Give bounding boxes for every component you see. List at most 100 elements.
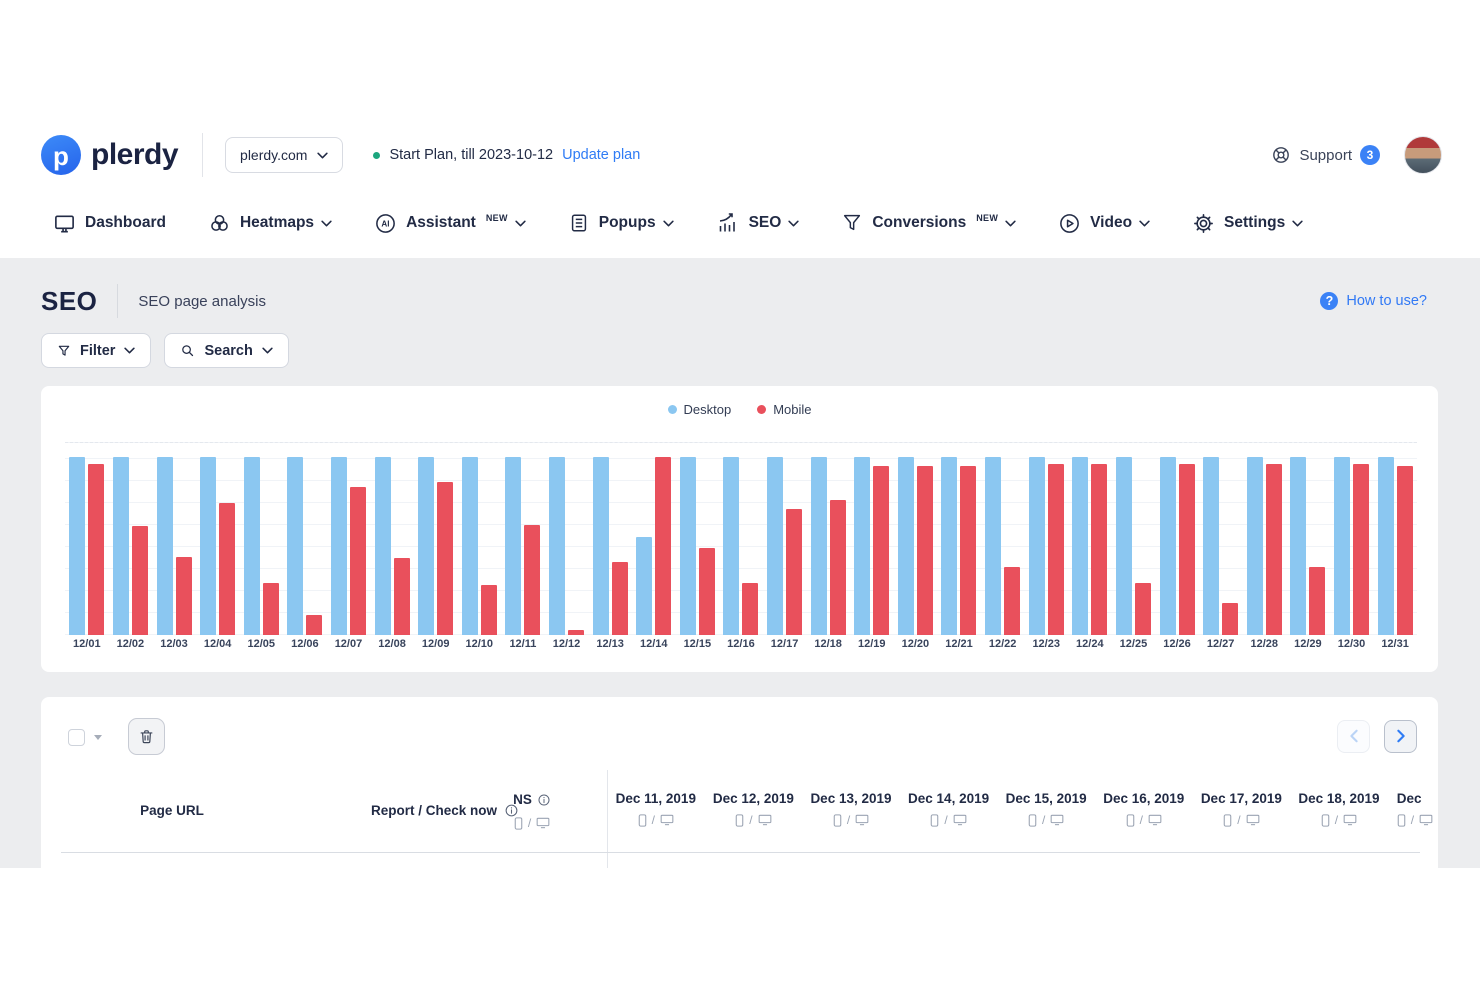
x-axis-label: 12/13 xyxy=(596,638,624,650)
legend-item-desktop[interactable]: Desktop xyxy=(667,402,731,417)
bar-group xyxy=(283,443,327,635)
bar-desktop xyxy=(200,457,217,635)
ai-assistant-icon: AI xyxy=(376,213,395,233)
chevron-down-icon xyxy=(1292,220,1303,226)
mobile-icon xyxy=(1126,813,1134,827)
dashboard-monitor-icon xyxy=(55,214,74,232)
nav-item-heatmaps[interactable]: Heatmaps xyxy=(208,212,332,235)
bar-mobile xyxy=(786,508,803,635)
search-button[interactable]: Search xyxy=(164,333,289,368)
plan-status: Start Plan, till 2023-10-12 Update plan xyxy=(373,147,640,163)
bar-desktop xyxy=(1290,457,1307,635)
x-axis-label: 12/25 xyxy=(1119,638,1148,650)
page-title-row: SEO SEO page analysis ? How to use? xyxy=(41,282,1427,320)
select-all-checkbox[interactable] xyxy=(68,728,85,746)
bar-desktop xyxy=(287,457,304,635)
bar-mobile xyxy=(1396,465,1413,635)
nav-item-seo[interactable]: SEO xyxy=(716,211,800,235)
domain-select[interactable]: plerdy.com xyxy=(225,137,344,173)
legend-item-mobile[interactable]: Mobile xyxy=(757,402,812,417)
bar-group xyxy=(937,443,981,635)
date-column-header: Dec 17, 2019 / xyxy=(1193,791,1291,827)
bar-desktop xyxy=(723,457,740,635)
nav-item-video[interactable]: Video xyxy=(1058,212,1150,235)
date-column-header: Dec 16, 2019 / xyxy=(1095,791,1193,827)
delete-button[interactable] xyxy=(128,717,165,755)
bar-mobile xyxy=(1178,464,1195,635)
filter-button[interactable]: Filter xyxy=(41,333,152,368)
mobile-icon xyxy=(1321,813,1330,827)
chevron-left-icon xyxy=(1349,729,1358,743)
mobile-legend-dot xyxy=(757,405,767,414)
mobile-icon xyxy=(735,813,744,827)
chevron-down-icon xyxy=(788,220,799,226)
bar-group xyxy=(676,443,720,635)
device-icons: / xyxy=(997,813,1095,827)
bar-group xyxy=(501,443,545,635)
bar-group xyxy=(152,443,196,635)
bar-group xyxy=(65,443,109,635)
mobile-icon xyxy=(931,813,939,827)
bar-group xyxy=(1199,443,1243,635)
date-column-header: Dec 12, 2019 / xyxy=(705,791,803,827)
x-axis-label: 12/01 xyxy=(73,638,101,650)
nav-item-conversions[interactable]: Conversions NEW xyxy=(841,212,1016,234)
nav-item-settings[interactable]: Settings xyxy=(1192,212,1303,235)
info-icon[interactable] xyxy=(504,803,519,818)
bar-mobile xyxy=(1352,464,1369,635)
bar-mobile xyxy=(873,465,890,635)
x-axis-label: 12/21 xyxy=(945,638,973,650)
bar-desktop xyxy=(156,457,173,635)
bar-mobile xyxy=(131,526,148,635)
divider xyxy=(117,284,119,318)
prev-page-button[interactable] xyxy=(1337,719,1370,753)
bar-group xyxy=(196,443,240,635)
bar-desktop xyxy=(112,457,129,635)
support-button[interactable]: Support 3 xyxy=(1271,145,1380,165)
chart-legend: Desktop Mobile xyxy=(41,402,1438,417)
date-column-header: Dec 11, 2019 / xyxy=(607,791,705,827)
header-separator xyxy=(61,852,1420,853)
nav-item-assistant[interactable]: AI Assistant NEW xyxy=(374,212,526,235)
date-columns: Dec 11, 2019/Dec 12, 2019/Dec 13, 2019/D… xyxy=(607,791,1438,827)
bar-group xyxy=(632,443,676,635)
x-axis-label: 12/30 xyxy=(1337,638,1366,650)
chevron-down-icon xyxy=(1139,220,1150,226)
bar-mobile xyxy=(1222,602,1239,635)
x-axis-label: 12/07 xyxy=(334,638,363,650)
main-nav: Dashboard Heatmaps AI Assistant NEW Popu… xyxy=(53,199,1303,247)
x-axis-label: 12/16 xyxy=(727,638,755,650)
date-label: Dec 16, 2019 xyxy=(1103,791,1185,806)
desktop-icon xyxy=(953,814,967,826)
date-label: Dec 11, 2019 xyxy=(615,791,696,806)
bar-mobile xyxy=(655,457,672,635)
heatmaps-icon xyxy=(211,214,228,231)
desktop-icon xyxy=(1419,814,1433,826)
question-circle-icon: ? xyxy=(1320,292,1339,310)
bar-desktop xyxy=(897,457,914,635)
date-label: Dec 15, 2019 xyxy=(1005,791,1087,806)
how-to-use-link[interactable]: ? How to use? xyxy=(1320,292,1427,310)
x-axis-label: 12/24 xyxy=(1076,638,1104,650)
user-avatar[interactable] xyxy=(1404,136,1442,174)
select-dropdown-caret-icon[interactable] xyxy=(94,735,102,740)
nav-item-popups[interactable]: Popups xyxy=(568,212,674,234)
chart-plot xyxy=(65,442,1417,635)
bar-desktop xyxy=(505,457,522,635)
bar-desktop xyxy=(330,457,347,635)
update-plan-link[interactable]: Update plan xyxy=(562,147,641,163)
x-axis-label: 12/26 xyxy=(1163,638,1191,650)
device-icons: / xyxy=(705,813,803,827)
seo-chart-icon xyxy=(719,213,735,232)
traffic-chart-card: Desktop Mobile 12/01 12/02 12/03 12/04 12/05… xyxy=(41,386,1438,672)
info-icon[interactable] xyxy=(537,793,551,807)
next-page-button[interactable] xyxy=(1384,719,1417,753)
x-axis-label: 12/22 xyxy=(988,638,1017,650)
bar-mobile xyxy=(1265,464,1282,635)
x-axis-label: 12/02 xyxy=(116,638,145,650)
bar-desktop xyxy=(636,537,653,635)
x-axis-label: 12/29 xyxy=(1294,638,1322,650)
bar-mobile xyxy=(480,585,497,635)
nav-item-dashboard[interactable]: Dashboard xyxy=(53,212,166,235)
bar-mobile xyxy=(306,615,323,635)
